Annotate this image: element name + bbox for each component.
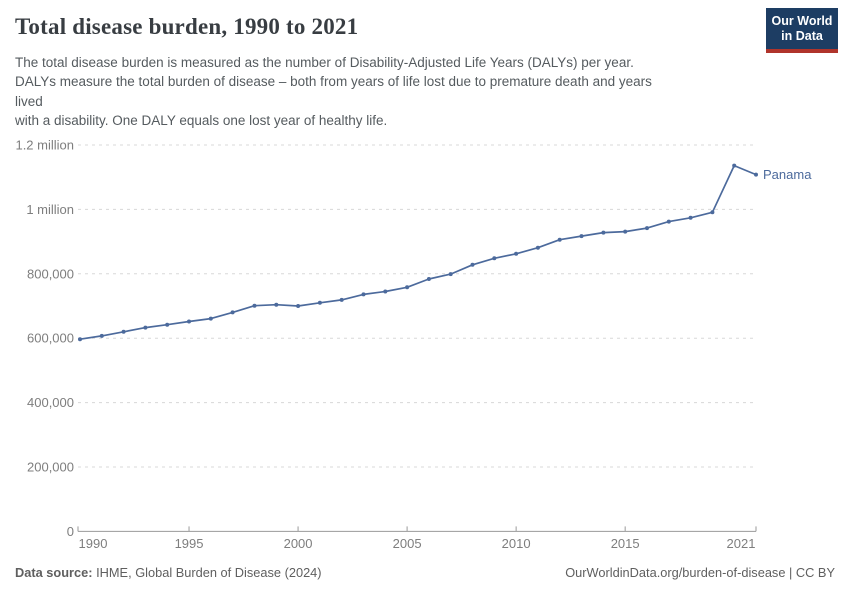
y-tick-label: 600,000 xyxy=(27,331,74,346)
chart-line[interactable] xyxy=(79,164,757,341)
data-point[interactable] xyxy=(99,333,104,338)
data-source-label: Data source: xyxy=(15,565,93,580)
page-title: Total disease burden, 1990 to 2021 xyxy=(15,14,359,39)
line-chart: 0 200,000 400,000 600,000 800,000 1 million 1.… xyxy=(15,136,812,551)
y-tick-label: 200,000 xyxy=(27,460,74,475)
series-panama: Panama xyxy=(78,163,812,342)
data-point[interactable] xyxy=(623,229,628,234)
entity-label[interactable]: Panama xyxy=(763,167,812,182)
data-point[interactable] xyxy=(470,262,475,267)
chart-subtitle: The total disease burden is measured as … xyxy=(15,53,652,130)
data-point[interactable] xyxy=(361,292,366,297)
data-point[interactable] xyxy=(666,219,671,224)
data-point[interactable] xyxy=(143,325,148,330)
x-tick-label: 2005 xyxy=(393,536,422,551)
y-tick-label: 800,000 xyxy=(27,266,74,281)
y-axis-labels: 0 200,000 400,000 600,000 800,000 1 million 1.… xyxy=(15,138,74,539)
x-tick-label: 1990 xyxy=(79,536,108,551)
data-point[interactable] xyxy=(383,289,388,294)
x-tick-label: 2010 xyxy=(502,536,531,551)
y-tick-label: 400,000 xyxy=(27,395,74,410)
data-point[interactable] xyxy=(426,277,431,281)
data-source-text: IHME, Global Burden of Disease (2024) xyxy=(92,565,322,580)
data-point[interactable] xyxy=(317,300,322,305)
x-tick-label: 2015 xyxy=(611,536,640,551)
data-point[interactable] xyxy=(514,251,519,256)
data-point[interactable] xyxy=(601,230,606,235)
data-point[interactable] xyxy=(557,237,562,242)
x-tick-label: 2021 xyxy=(727,536,756,551)
y-tick-label: 1.2 million xyxy=(15,138,74,153)
data-point[interactable] xyxy=(230,310,235,315)
owid-logo-line1: Our World xyxy=(771,14,833,28)
data-point[interactable] xyxy=(688,215,693,220)
x-tick-label: 1995 xyxy=(175,536,204,551)
subtitle-line: The total disease burden is measured as … xyxy=(15,55,634,70)
data-point[interactable] xyxy=(405,285,410,290)
data-point[interactable] xyxy=(448,272,453,277)
data-point[interactable] xyxy=(579,234,584,239)
gridlines xyxy=(78,144,756,532)
data-point[interactable] xyxy=(252,303,257,308)
chart-footer: Data source: IHME, Global Burden of Dise… xyxy=(15,565,835,580)
data-point[interactable] xyxy=(339,297,344,302)
y-tick-label: 0 xyxy=(67,524,74,539)
data-point[interactable] xyxy=(165,322,170,327)
data-point[interactable] xyxy=(492,256,497,261)
data-point[interactable] xyxy=(535,245,540,250)
data-point[interactable] xyxy=(208,316,213,321)
x-tick-label: 2000 xyxy=(284,536,313,551)
data-point[interactable] xyxy=(121,329,126,334)
data-point[interactable] xyxy=(732,163,737,168)
y-tick-label: 1 million xyxy=(26,202,74,217)
data-point[interactable] xyxy=(754,172,758,177)
data-point[interactable] xyxy=(645,226,649,231)
subtitle-line: lived xyxy=(15,93,43,109)
chart-area: 0 200,000 400,000 600,000 800,000 1 million 1.… xyxy=(0,136,850,564)
data-point[interactable] xyxy=(187,319,191,324)
data-source: Data source: IHME, Global Burden of Dise… xyxy=(15,565,322,580)
plot-area[interactable] xyxy=(78,136,756,531)
owid-url-link[interactable]: OurWorldinData.org/burden-of-disease | C… xyxy=(565,565,835,580)
subtitle-line: with a disability. One DALY equals one l… xyxy=(15,112,388,128)
x-axis: 1990 1995 2000 2005 2010 2015 2021 xyxy=(77,526,757,551)
data-point[interactable] xyxy=(296,304,301,308)
owid-logo-line2: in Data xyxy=(781,29,823,43)
data-point[interactable] xyxy=(78,337,82,342)
data-point[interactable] xyxy=(274,302,279,307)
data-point[interactable] xyxy=(710,210,715,215)
owid-logo[interactable]: Our World in Data xyxy=(766,8,838,53)
subtitle-line: DALYs measure the total burden of diseas… xyxy=(15,74,652,90)
